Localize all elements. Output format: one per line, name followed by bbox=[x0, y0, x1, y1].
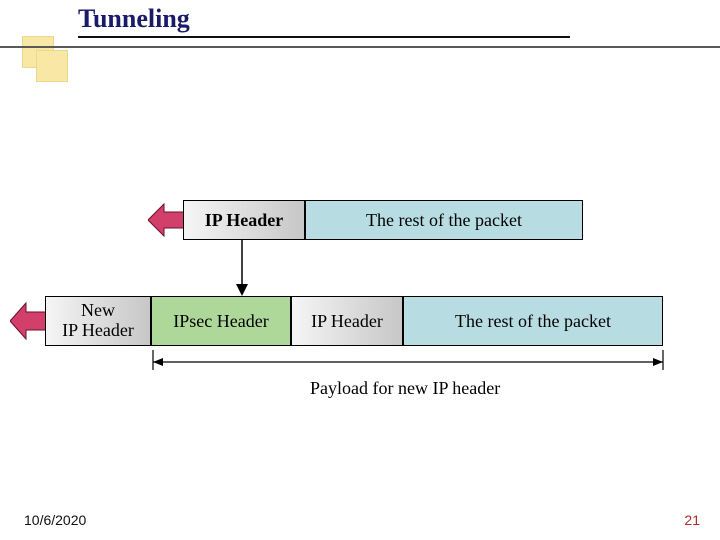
arrow-left-bottom bbox=[10, 296, 46, 346]
block-ip-header-top: IP Header bbox=[183, 200, 305, 240]
block-ipsec-header: IPsec Header bbox=[151, 296, 291, 346]
arrow-left-top bbox=[148, 200, 184, 240]
arrow-down bbox=[232, 240, 252, 296]
footer-date: 10/6/2020 bbox=[24, 512, 86, 528]
block-new-ip-header-label: NewIP Header bbox=[62, 301, 134, 341]
block-rest-top: The rest of the packet bbox=[305, 200, 583, 240]
tunneling-diagram: IP Header The rest of the packet NewIP H… bbox=[0, 0, 720, 540]
block-ip-header-bottom: IP Header bbox=[291, 296, 403, 346]
payload-bracket-label: Payload for new IP header bbox=[310, 378, 500, 399]
payload-bracket bbox=[151, 350, 665, 378]
block-rest-bottom: The rest of the packet bbox=[403, 296, 663, 346]
footer-page: 21 bbox=[684, 512, 700, 528]
block-new-ip-header: NewIP Header bbox=[45, 296, 151, 346]
